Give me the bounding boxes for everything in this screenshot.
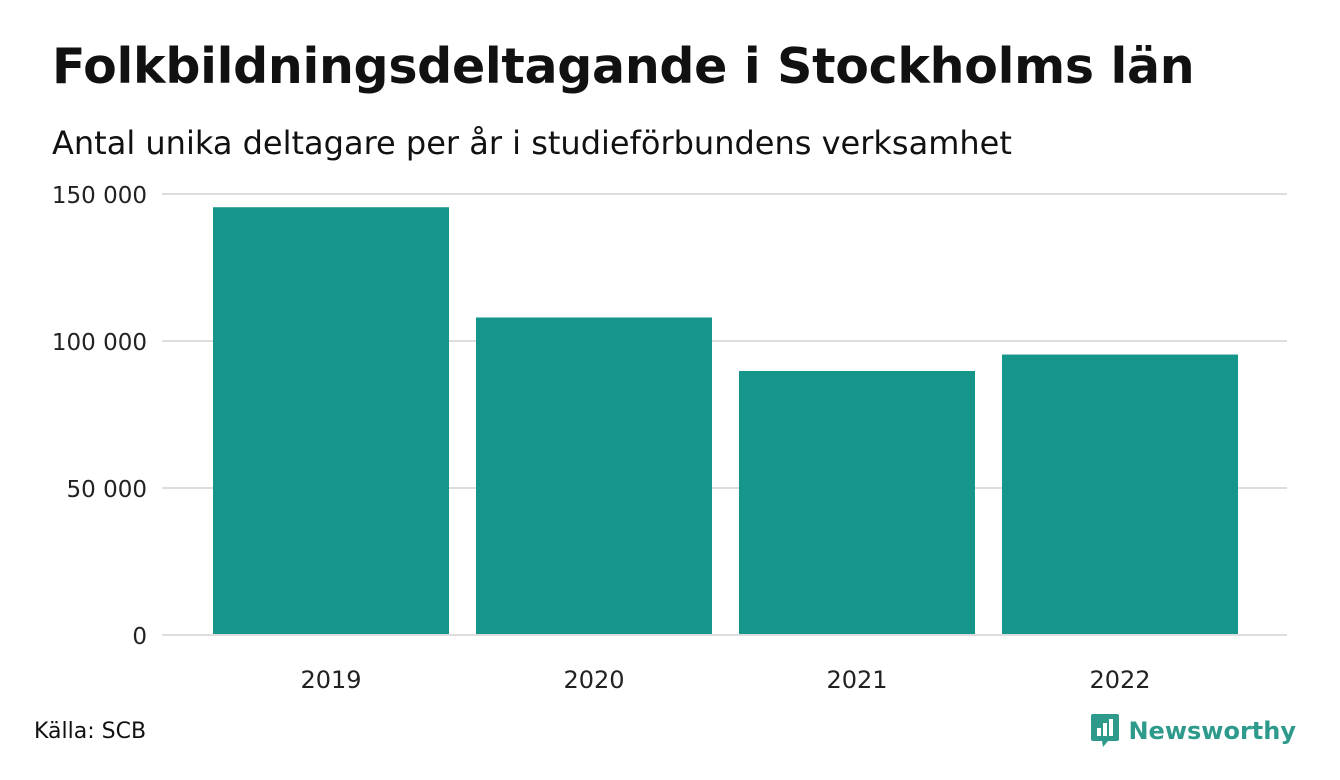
- x-tick-label: 2022: [1089, 666, 1150, 694]
- source-note: Källa: SCB: [34, 719, 147, 744]
- bar: [739, 370, 975, 635]
- x-tick-label: 2019: [300, 666, 361, 694]
- bar: [213, 207, 449, 636]
- brand-name: Newsworthy: [1128, 717, 1296, 745]
- chart-subtitle: Antal unika deltagare per år i studieför…: [52, 124, 1012, 162]
- y-tick-label: 0: [132, 624, 147, 650]
- y-tick-label: 100 000: [52, 330, 147, 356]
- bar: [476, 317, 712, 635]
- x-tick-label: 2021: [826, 666, 887, 694]
- y-tick-label: 150 000: [52, 183, 147, 209]
- y-tick-label: 50 000: [67, 477, 147, 503]
- chart-title: Folkbildningsdeltagande i Stockholms län: [52, 38, 1195, 95]
- bar-chart: 0 50 000 100 000 150 000 2019 2020 2021 2022: [52, 183, 1287, 694]
- newsworthy-logo-icon: [1091, 714, 1120, 747]
- x-tick-label: 2020: [563, 666, 624, 694]
- bar: [1002, 354, 1238, 635]
- brand-logo: Newsworthy: [1090, 713, 1296, 749]
